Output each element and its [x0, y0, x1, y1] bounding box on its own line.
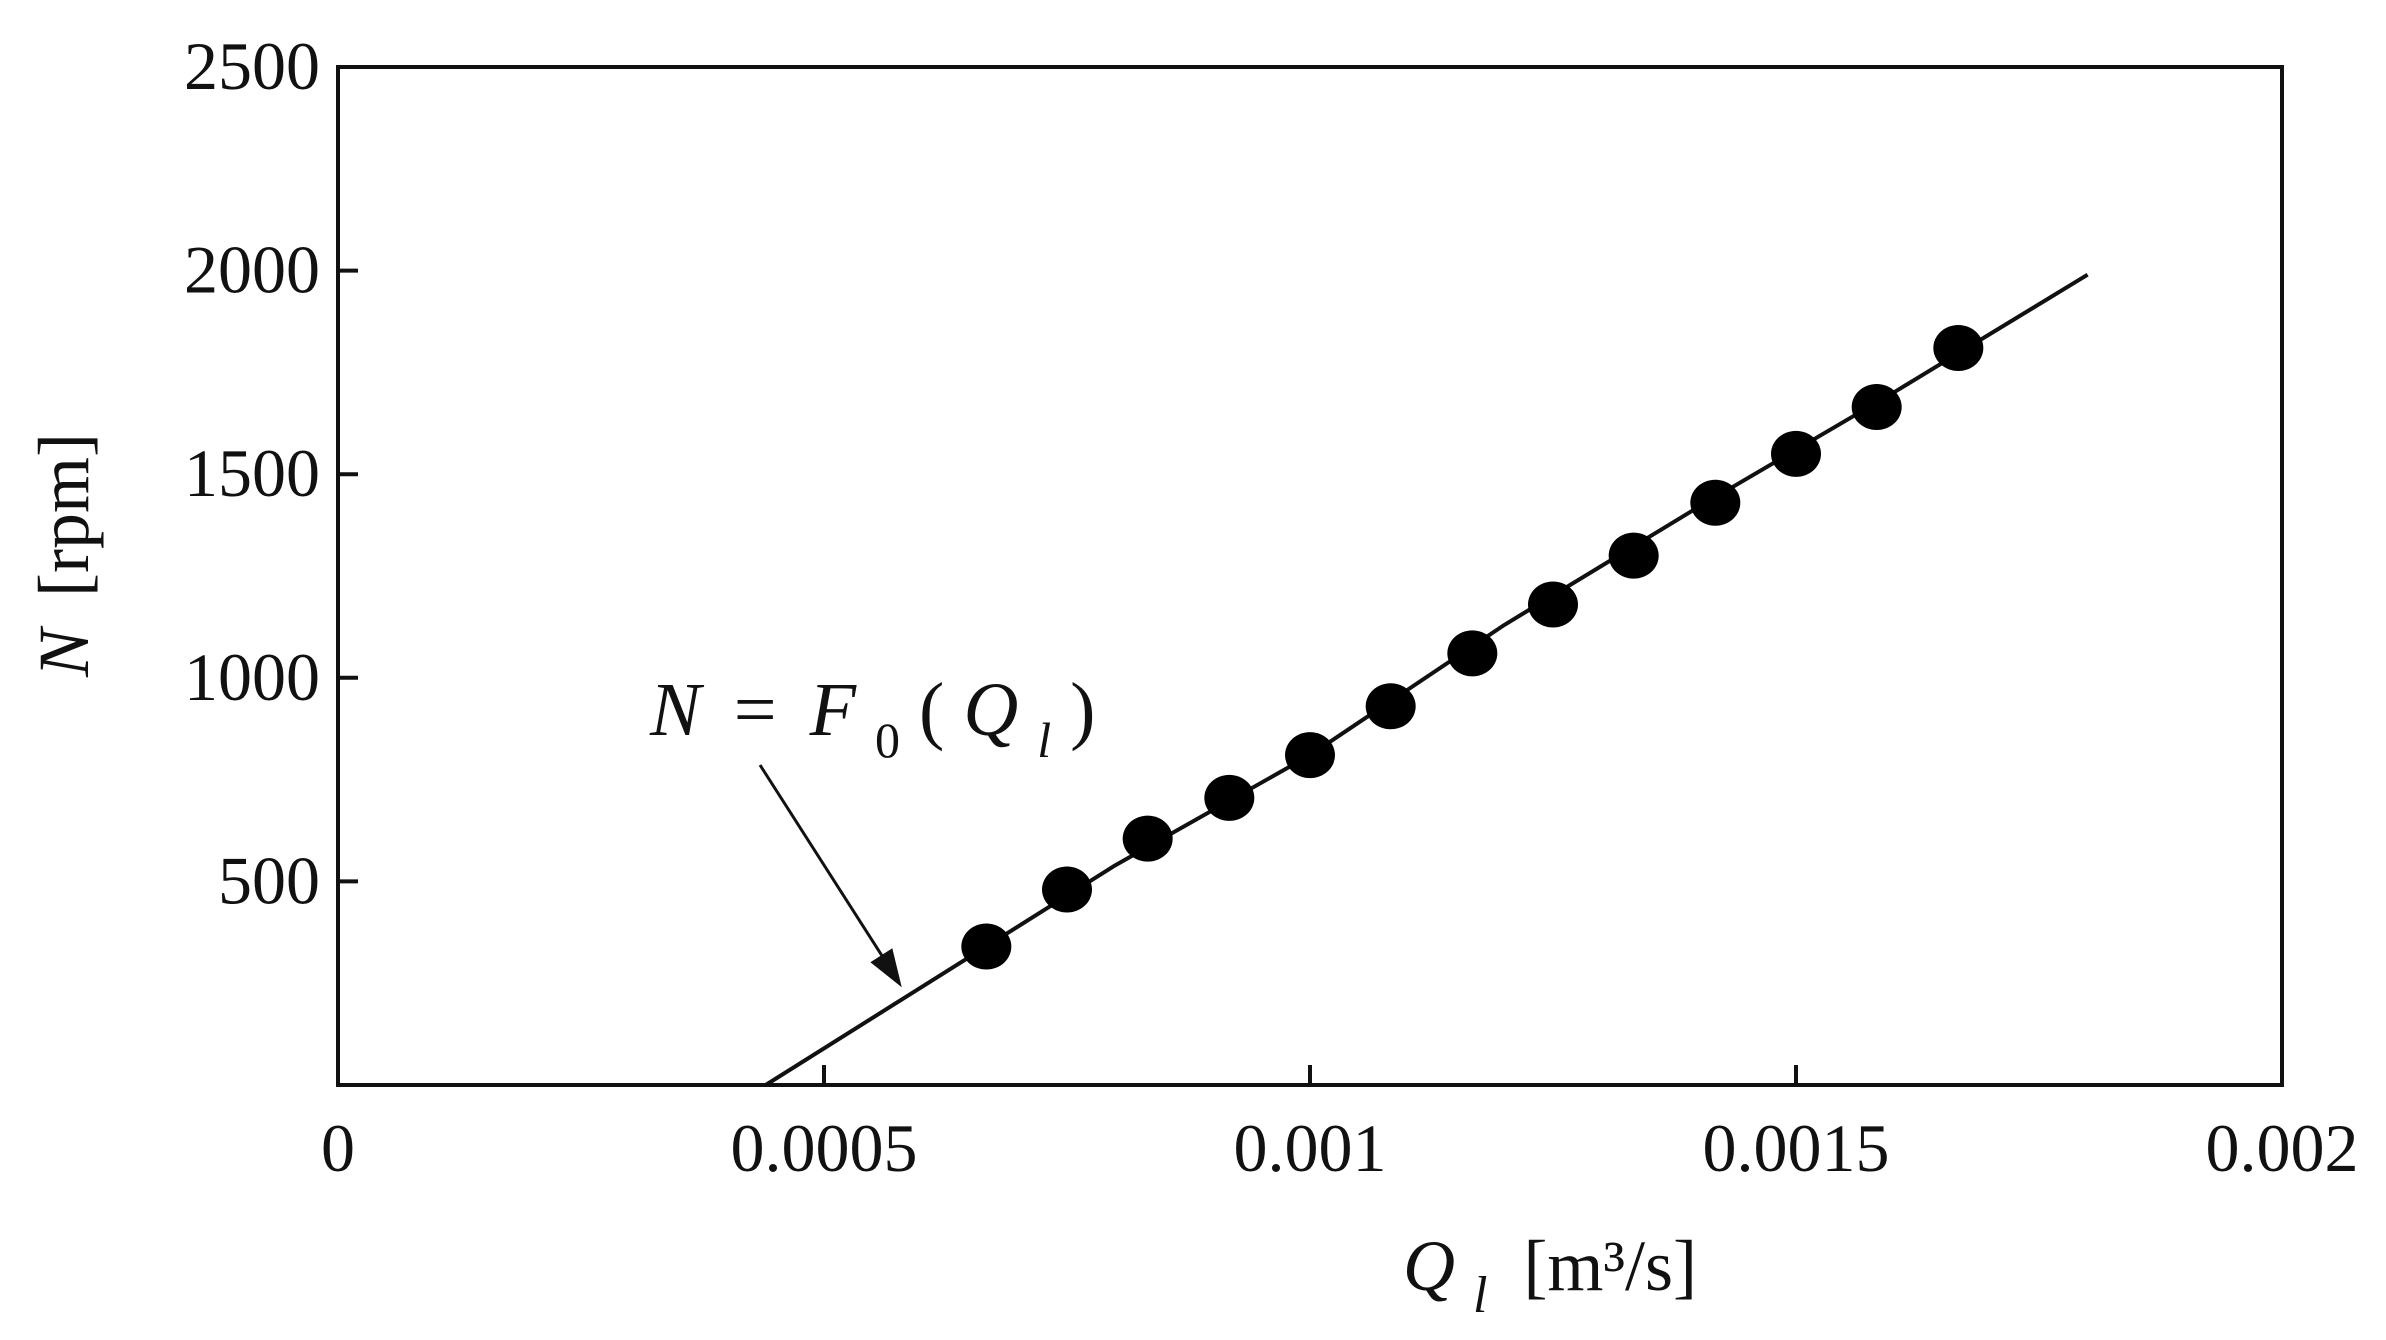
- annotation-function-subscript: 0: [875, 712, 900, 768]
- data-point: [1042, 866, 1092, 913]
- annotation-arrow-head: [870, 948, 902, 988]
- data-point: [1447, 630, 1498, 677]
- y-axis-label: N [rpm]: [24, 433, 104, 678]
- data-point: [1204, 774, 1255, 821]
- data-point: [1933, 324, 1984, 371]
- y-axis: 500 1000 1500 2000 2500: [184, 28, 358, 918]
- annotation-argument: Q: [963, 668, 1018, 752]
- data-point: [961, 923, 1012, 970]
- data-point: [1608, 532, 1659, 579]
- data-point: [1851, 384, 1902, 431]
- y-tick-label: 1500: [184, 435, 320, 511]
- annotation-arrow-shaft: [758, 764, 898, 979]
- annotation-open-paren: (: [919, 668, 944, 752]
- y-tick-label: 500: [218, 842, 320, 918]
- data-point: [1528, 581, 1578, 628]
- data-point: [1690, 479, 1741, 526]
- x-axis-symbol: Q: [1403, 1226, 1455, 1306]
- x-tick-label: 0.0015: [1703, 1110, 1890, 1186]
- x-tick-label: 0.0005: [731, 1110, 918, 1186]
- plot-area: [336, 65, 2284, 1087]
- annotation-argument-subscript: l: [1037, 712, 1051, 768]
- data-series: [764, 272, 2089, 1087]
- x-axis-label: Q l [m³/s]: [1403, 1226, 1697, 1328]
- x-axis-subscript: l: [1473, 1267, 1487, 1324]
- x-axis: 0 0.0005 0.001 0.0015 0.002: [321, 1065, 2359, 1186]
- annotation-close-paren: ): [1070, 668, 1095, 752]
- plot-frame: [336, 65, 2284, 1087]
- x-axis-unit: [m³/s]: [1523, 1226, 1697, 1306]
- x-tick-label: 0.002: [2206, 1110, 2359, 1186]
- curve-annotation: N = F 0 ( Q l ): [649, 668, 1095, 774]
- data-point: [1122, 815, 1173, 862]
- x-tick-label: 0: [321, 1110, 355, 1186]
- data-point: [1365, 683, 1416, 730]
- y-axis-unit: [rpm]: [24, 433, 104, 597]
- y-tick-label: 2500: [184, 28, 320, 104]
- annotation-equals: =: [734, 668, 777, 752]
- annotation-arrow: [758, 764, 902, 988]
- annotation-function: F: [809, 668, 858, 752]
- y-tick-label: 2000: [184, 232, 320, 308]
- data-point: [1285, 732, 1335, 779]
- y-axis-symbol: N: [24, 625, 104, 678]
- data-point: [1771, 430, 1821, 477]
- y-tick-label: 1000: [184, 639, 320, 715]
- x-tick-label: 0.001: [1234, 1110, 1387, 1186]
- annotation-lhs: N: [649, 668, 705, 752]
